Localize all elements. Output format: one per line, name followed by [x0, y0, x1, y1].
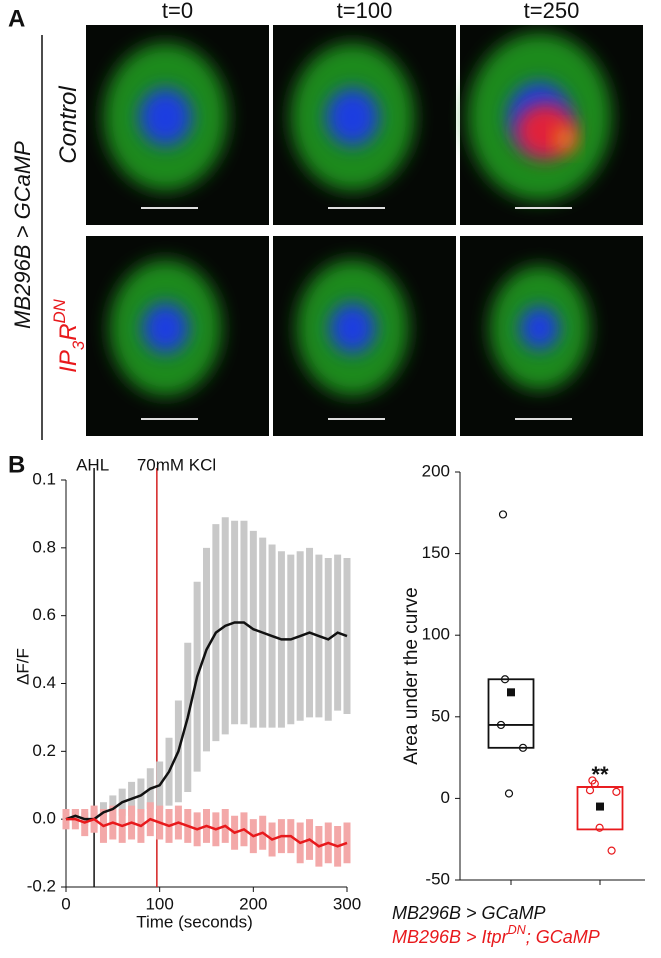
label-part: DN [508, 923, 527, 937]
fluorescence [142, 302, 189, 354]
fluorescence [139, 88, 192, 146]
data-point [504, 789, 514, 798]
data-point [585, 786, 595, 795]
box [487, 678, 535, 749]
y-tick-label: 200 [422, 461, 450, 480]
data-point [590, 779, 599, 788]
fluorescence [519, 306, 560, 350]
y-axis-label: Area under the curve [401, 587, 422, 764]
x-axis-label: Time (seconds) [136, 912, 253, 931]
label-part: DN [50, 298, 69, 323]
y-tick-label: 0.4 [32, 673, 56, 692]
y-tick-label: 150 [422, 543, 450, 562]
annotation: ** [591, 762, 609, 787]
label-part: IP [55, 350, 82, 373]
data-point [607, 846, 616, 855]
x-tick-label: 0 [61, 894, 70, 913]
row-label: Control [55, 86, 82, 164]
data-point [612, 787, 621, 796]
y-tick-label: 0.6 [32, 605, 56, 624]
label-part: 3 [69, 340, 88, 350]
data-point [498, 510, 508, 519]
fluorescence [326, 88, 379, 146]
annotation: 70mM KCl [137, 455, 216, 474]
x-tick-label: 300 [333, 894, 361, 913]
legend-entry: MB296B > ItprDN; GCaMP [392, 923, 600, 946]
data-line [66, 817, 348, 848]
data-point [500, 675, 510, 684]
label-part: Control [55, 86, 82, 164]
y-tick-label: -0.2 [27, 876, 56, 895]
column-header: t=250 [524, 0, 580, 23]
label-part: ; GCaMP [526, 927, 600, 947]
data-point [518, 743, 528, 752]
data-point [595, 823, 604, 832]
panel-label: A [8, 5, 25, 32]
panel-label: B [8, 451, 25, 478]
image-grid [86, 25, 643, 436]
column-header: t=100 [337, 0, 393, 23]
y-tick-label: 50 [431, 706, 450, 725]
legend-entry: MB296B > GCaMP [392, 903, 546, 923]
x-tick-label: 200 [239, 894, 267, 913]
mean [596, 802, 604, 811]
data-line [65, 621, 348, 821]
y-tick-label: -50 [425, 869, 450, 888]
y-tick-label: 0 [441, 788, 450, 807]
label-part: MB296B > GCaMP [392, 903, 546, 923]
genotype-label: MB296B > GCaMP [10, 141, 35, 329]
label-part: R [55, 323, 82, 340]
y-tick-label: 0.2 [32, 741, 56, 760]
row-label: IP3RDN [50, 298, 88, 372]
annotation: AHL [76, 455, 109, 474]
column-header: t=0 [162, 0, 193, 23]
y-axis-label: ΔF/F [13, 648, 32, 685]
y-tick-label: 0.8 [32, 537, 56, 556]
fluorescence [555, 127, 576, 151]
y-tick-label: 100 [422, 625, 450, 644]
fluorescence [329, 302, 376, 354]
y-tick-label: 0.1 [32, 469, 56, 488]
mean [507, 688, 515, 697]
x-tick-label: 100 [145, 894, 173, 913]
data-point [496, 720, 506, 730]
label-part: MB296B > Itpr [392, 927, 509, 947]
y-tick-label: 0.0 [32, 809, 56, 828]
